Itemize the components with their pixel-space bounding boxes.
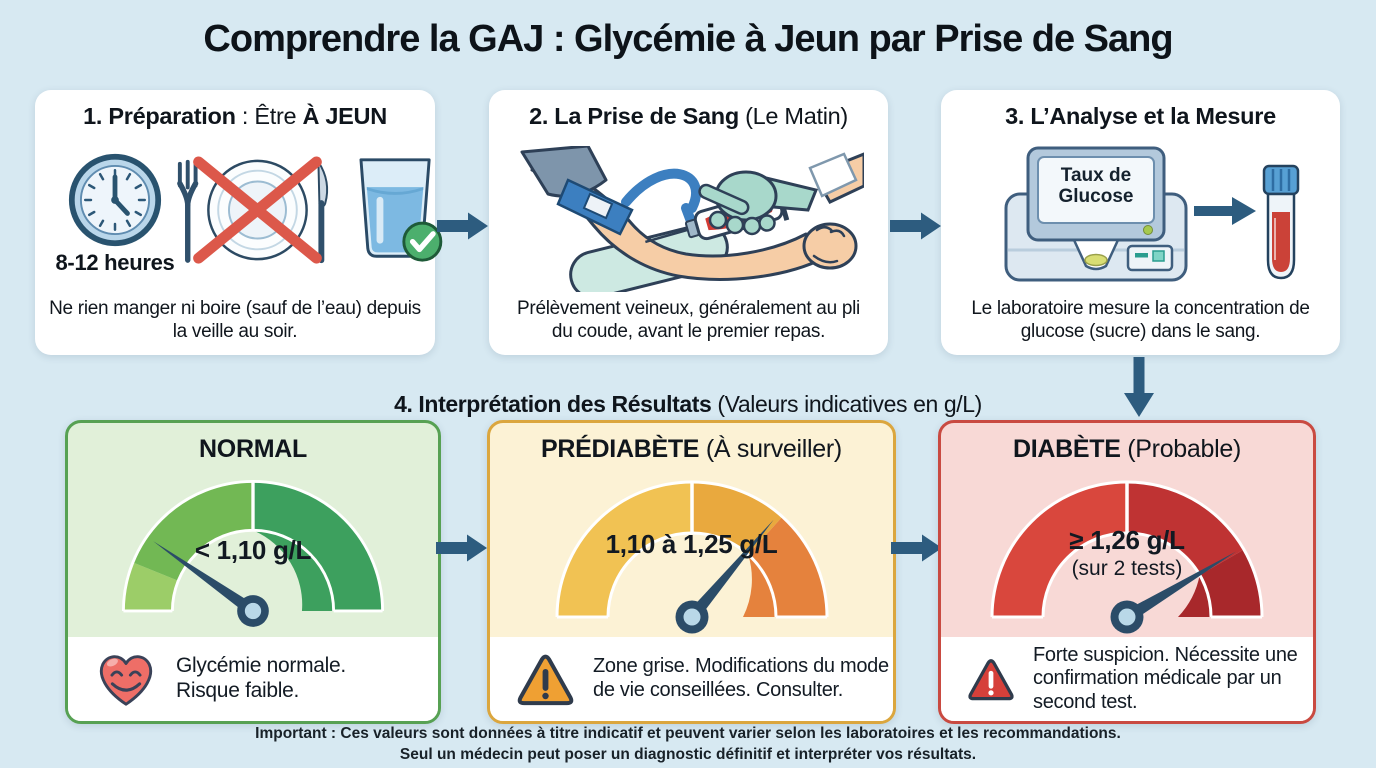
result-card-diabetes: DIABÈTE (Probable) ≥ 1,26 g/L (sur 2 tes…	[938, 420, 1316, 724]
gauge-arc-segment	[1178, 549, 1262, 617]
result-diabetes-label: DIABÈTE	[1012, 435, 1121, 463]
gauge-arc-segment	[556, 482, 692, 617]
step1-title-emphasis: À JEUN	[302, 103, 387, 129]
step2-description: Prélèvement veineux, généralement au pli…	[517, 297, 860, 342]
device-screen-label: Taux de Glucose	[1058, 165, 1134, 207]
blood-draw-illustration	[520, 146, 864, 292]
result-normal-summary: Glycémie normale. Risque faible.	[68, 637, 438, 721]
step3-description: Le laboratoire mesure la concentration d…	[971, 297, 1310, 342]
result-card-prediabetes: PRÉDIABÈTE (À surveiller) 1,10 à 1,25 g/…	[487, 420, 896, 724]
gauge-needle	[153, 541, 259, 618]
step3-title-bold: 3. L’Analyse et la Mesure	[1005, 103, 1276, 129]
gauge-arc-segment	[123, 562, 179, 611]
arrow-right-icon	[891, 534, 942, 562]
result-diabetes-title: DIABÈTE (Probable)	[1012, 435, 1241, 463]
step1-title: 1. Préparation : Être À JEUN	[41, 103, 429, 130]
fork-icon	[177, 159, 199, 263]
tube-blood	[1272, 212, 1290, 272]
arrow-right-icon	[436, 534, 487, 562]
step-card-analysis: 3. L’Analyse et la Mesure	[941, 90, 1340, 355]
gauge-outline	[990, 480, 1264, 619]
section4-title-note: (Valeurs indicatives en g/L)	[711, 391, 982, 418]
result-prediabetes-summary: Zone grise. Modifications du mode de vie…	[490, 637, 893, 721]
no-food-icon	[177, 156, 329, 264]
result-prediabetes-description: Zone grise. Modifications du mode de vie…	[593, 655, 889, 701]
result-diabetes-description: Forte suspicion. Nécessite une confirmat…	[1033, 643, 1298, 713]
result-normal-label: NORMAL	[199, 435, 307, 463]
step-card-preparation: 1. Préparation : Être À JEUN	[35, 90, 443, 355]
footer-disclaimer: Important : Ces valeurs sont données à t…	[0, 723, 1376, 765]
arrow-right-icon	[1194, 197, 1256, 225]
step-card-blood-draw: 2. La Prise de Sang (Le Matin)	[489, 90, 888, 355]
step1-description: Ne rien manger ni boire (sauf de l’eau) …	[49, 297, 421, 342]
gauge-arc-segment	[992, 482, 1127, 617]
clinician-cuff	[808, 152, 858, 198]
glucose-meter-icon	[1004, 146, 1300, 282]
result-normal-description: Glycémie normale. Risque faible.	[176, 654, 346, 702]
result-diabetes-value: ≥ 1,26 g/L (sur 2 tests)	[1069, 525, 1185, 580]
result-normal-title: NORMAL	[68, 435, 438, 464]
gloved-hand-icon	[698, 170, 819, 236]
fasting-duration-label: 8-12 heures	[55, 250, 175, 275]
footer-line-2: Seul un médecin peut poser un diagnostic…	[399, 746, 977, 763]
gauge-outline	[121, 480, 385, 613]
happy-heart-icon	[100, 655, 152, 706]
gauge-outline	[555, 480, 828, 619]
step1-title-mid: : Être	[235, 103, 303, 129]
result-normal-value: < 1,10 g/L	[194, 535, 312, 565]
gauge-needle	[685, 519, 774, 623]
arrow-right-icon	[890, 212, 941, 240]
gauge-arc-segment	[132, 481, 253, 581]
section4-title: 4. Interprétation des Résultats (Valeurs…	[0, 391, 1376, 418]
mini-display	[1126, 244, 1174, 272]
water-allowed-icon	[359, 158, 443, 262]
section4-title-bold: 4. Interprétation des Résultats	[394, 391, 712, 418]
gauge-diabetes	[990, 480, 1264, 634]
result-prediabetes-title: PRÉDIABÈTE (À surveiller)	[541, 435, 842, 463]
page-title: Comprendre la GAJ : Glycémie à Jeun par …	[203, 18, 1173, 60]
clock-icon	[68, 153, 162, 247]
check-badge-icon	[402, 221, 443, 262]
gauge-arc-segment	[1127, 482, 1244, 575]
step1-title-bold: 1. Préparation	[83, 103, 236, 129]
step2-title: 2. La Prise de Sang (Le Matin)	[495, 103, 882, 130]
red-cross-icon	[193, 156, 322, 264]
arrow-down-icon	[1124, 357, 1154, 417]
result-prediabetes-label: PRÉDIABÈTE	[541, 435, 700, 463]
analyzer-screen	[1037, 156, 1155, 224]
step3-title: 3. L’Analyse et la Mesure	[947, 103, 1334, 130]
result-diabetes-summary: Forte suspicion. Nécessite une confirmat…	[941, 637, 1313, 721]
led-indicator	[1143, 225, 1153, 235]
warning-triangle-icon	[517, 654, 574, 706]
gauge-prediabetes	[555, 480, 828, 634]
gauge-normal	[121, 480, 385, 627]
gauge-arc-segment	[742, 516, 827, 617]
knife-icon	[317, 158, 329, 264]
footer-line-1: Important : Ces valeurs sont données à t…	[255, 725, 1121, 742]
gauge-needle	[1121, 551, 1236, 624]
step2-title-bold: 2. La Prise de Sang	[529, 103, 739, 129]
tourniquet-band	[556, 168, 701, 236]
result-prediabetes-value: 1,10 à 1,25 g/L	[605, 529, 778, 559]
blood-tube-icon	[1262, 164, 1300, 280]
alert-triangle-icon	[968, 659, 1014, 701]
step2-title-note: (Le Matin)	[738, 103, 848, 129]
clock-hands	[111, 174, 130, 216]
arrow-right-icon	[437, 212, 488, 240]
result-card-normal: NORMAL < 1,10 g/L	[65, 420, 441, 724]
clock-ticks	[83, 168, 147, 232]
gauge-arc-segment	[253, 481, 383, 611]
